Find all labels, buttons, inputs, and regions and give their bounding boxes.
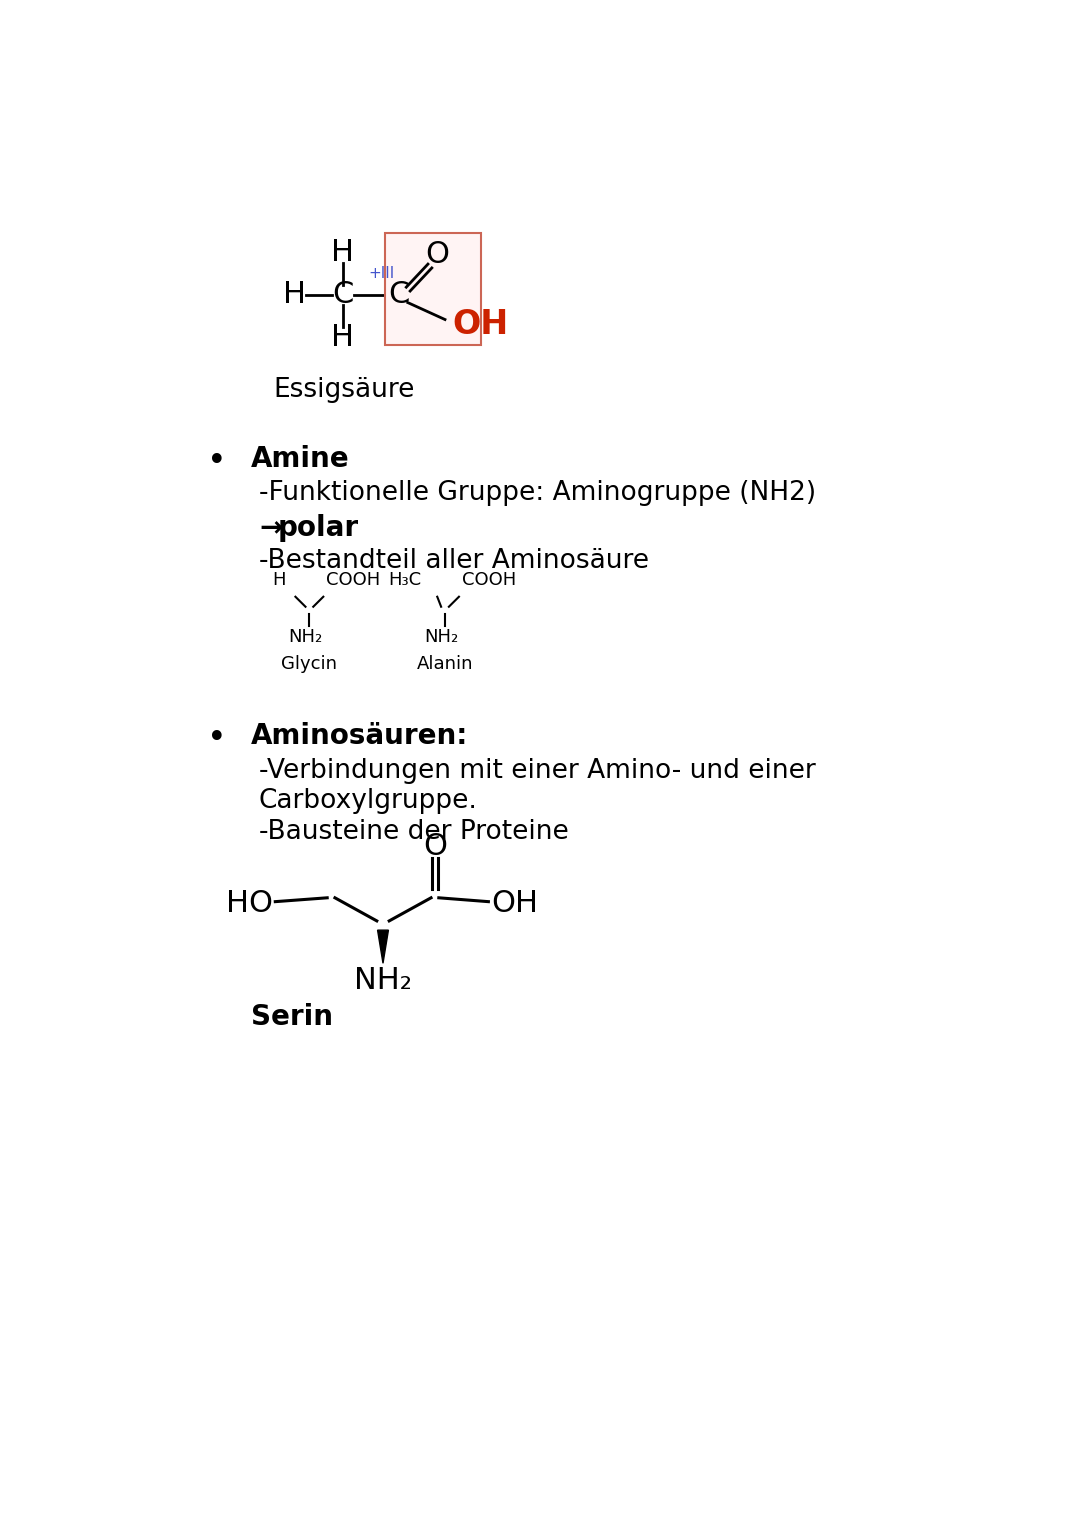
Text: -Funktionelle Gruppe: Aminogruppe (NH2): -Funktionelle Gruppe: Aminogruppe (NH2) <box>259 481 816 507</box>
Text: Amine: Amine <box>252 444 350 473</box>
Text: Essigsäure: Essigsäure <box>273 377 415 403</box>
Text: -Bestandteil aller Aminosäure: -Bestandteil aller Aminosäure <box>259 548 649 574</box>
Text: H: H <box>332 322 354 351</box>
Text: H₃C: H₃C <box>389 571 422 589</box>
Text: COOH: COOH <box>326 571 380 589</box>
Text: Aminosäuren:: Aminosäuren: <box>252 722 469 750</box>
Text: +III: +III <box>368 266 394 281</box>
Text: OH: OH <box>453 307 509 341</box>
Text: Alanin: Alanin <box>417 655 473 673</box>
Text: H: H <box>272 571 286 589</box>
Text: COOH: COOH <box>462 571 516 589</box>
Text: NH₂: NH₂ <box>288 628 323 646</box>
Text: •: • <box>206 722 226 756</box>
Text: C: C <box>332 281 353 310</box>
FancyBboxPatch shape <box>384 234 482 345</box>
Text: HO: HO <box>226 889 273 918</box>
Text: -Bausteine der Proteine: -Bausteine der Proteine <box>259 820 569 846</box>
Text: polar: polar <box>278 515 359 542</box>
Text: H: H <box>283 281 306 310</box>
Text: O: O <box>426 240 449 269</box>
Text: •: • <box>206 444 226 478</box>
Text: -Verbindungen mit einer Amino- und einer: -Verbindungen mit einer Amino- und einer <box>259 757 815 783</box>
Text: OH: OH <box>491 889 539 918</box>
Text: H: H <box>332 238 354 267</box>
Text: Serin: Serin <box>252 1003 334 1031</box>
Text: NH₂: NH₂ <box>354 967 411 996</box>
Text: O: O <box>423 832 447 861</box>
Polygon shape <box>378 930 389 964</box>
Text: →: → <box>259 515 282 542</box>
Text: Glycin: Glycin <box>282 655 337 673</box>
Text: NH₂: NH₂ <box>424 628 458 646</box>
Text: Carboxylgruppe.: Carboxylgruppe. <box>259 788 477 814</box>
Text: C: C <box>388 281 409 310</box>
